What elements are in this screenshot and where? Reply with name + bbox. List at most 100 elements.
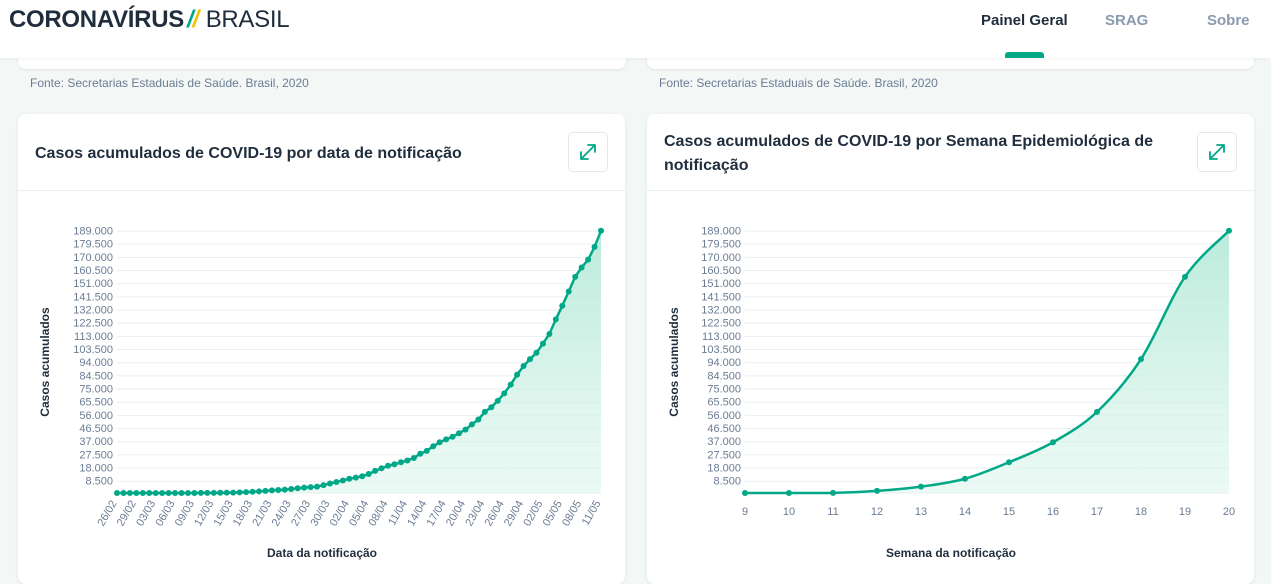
data-point[interactable] — [1182, 273, 1188, 280]
data-point[interactable] — [120, 489, 127, 496]
data-point[interactable] — [514, 371, 521, 378]
data-point[interactable] — [249, 488, 256, 495]
data-point[interactable] — [391, 461, 398, 468]
data-point[interactable] — [365, 470, 372, 477]
data-point[interactable] — [210, 489, 217, 496]
data-point[interactable] — [423, 447, 430, 454]
data-point[interactable] — [314, 483, 321, 490]
data-point[interactable] — [378, 465, 385, 472]
data-point[interactable] — [546, 330, 553, 337]
data-point[interactable] — [243, 489, 250, 496]
data-point[interactable] — [197, 489, 204, 496]
data-point[interactable] — [139, 489, 146, 496]
data-point[interactable] — [281, 486, 288, 493]
data-point[interactable] — [410, 454, 417, 461]
site-logo[interactable]: CORONAVÍRUS//BRASIL — [9, 6, 290, 34]
data-point[interactable] — [742, 489, 748, 496]
data-point[interactable] — [146, 489, 153, 496]
data-point[interactable] — [359, 473, 366, 480]
data-point[interactable] — [172, 489, 179, 496]
data-point[interactable] — [268, 487, 275, 494]
data-point[interactable] — [598, 227, 604, 234]
data-point[interactable] — [178, 489, 185, 496]
data-point[interactable] — [436, 439, 443, 446]
data-point[interactable] — [307, 484, 314, 491]
data-point[interactable] — [539, 340, 546, 347]
data-point[interactable] — [204, 489, 211, 496]
expand-button[interactable] — [568, 132, 608, 172]
data-point[interactable] — [223, 489, 230, 496]
data-point[interactable] — [397, 459, 404, 466]
data-point[interactable] — [165, 489, 172, 496]
data-point[interactable] — [520, 363, 527, 370]
data-point[interactable] — [385, 462, 392, 469]
data-point[interactable] — [1094, 408, 1100, 415]
data-point[interactable] — [552, 316, 559, 323]
data-point[interactable] — [430, 443, 437, 450]
data-point[interactable] — [1006, 459, 1012, 466]
logo-slash: / — [192, 6, 199, 33]
data-point[interactable] — [578, 264, 585, 271]
data-point[interactable] — [1050, 439, 1056, 446]
data-point[interactable] — [301, 484, 308, 491]
data-point[interactable] — [494, 397, 501, 404]
series-line — [117, 230, 603, 495]
data-point[interactable] — [417, 450, 424, 457]
data-point[interactable] — [333, 479, 340, 486]
data-point[interactable] — [501, 390, 508, 397]
data-point[interactable] — [236, 489, 243, 496]
data-point[interactable] — [456, 430, 463, 437]
data-point[interactable] — [462, 426, 469, 433]
data-point[interactable] — [346, 475, 353, 482]
data-point[interactable] — [152, 489, 159, 496]
data-point[interactable] — [874, 487, 880, 494]
data-point[interactable] — [275, 486, 282, 493]
data-point[interactable] — [352, 474, 359, 481]
data-point[interactable] — [585, 256, 592, 263]
data-point[interactable] — [488, 404, 495, 411]
data-point[interactable] — [449, 433, 456, 440]
expand-button[interactable] — [1197, 132, 1237, 172]
data-point[interactable] — [294, 485, 301, 492]
data-point[interactable] — [786, 489, 792, 496]
data-point[interactable] — [481, 408, 488, 415]
data-point[interactable] — [1138, 356, 1144, 363]
data-point[interactable] — [475, 416, 482, 423]
nav-painel-geral[interactable]: Painel Geral — [981, 12, 1068, 29]
data-point[interactable] — [565, 288, 572, 295]
chart-area: 8.500 18.000 27.500 37.000 46.500 56.000 65.50… — [18, 191, 625, 584]
data-point[interactable] — [572, 273, 579, 280]
data-point[interactable] — [591, 243, 598, 250]
data-point[interactable] — [288, 485, 295, 492]
nav-srag[interactable]: SRAG — [1105, 12, 1149, 29]
data-point[interactable] — [372, 467, 379, 474]
data-point[interactable] — [230, 489, 237, 496]
data-point[interactable] — [217, 489, 224, 496]
data-point[interactable] — [533, 349, 540, 356]
data-point[interactable] — [255, 488, 262, 495]
data-point[interactable] — [126, 489, 133, 496]
x-tick-label: 17 — [1091, 506, 1103, 518]
data-point[interactable] — [326, 480, 333, 487]
data-point[interactable] — [133, 489, 140, 496]
data-point[interactable] — [918, 483, 924, 490]
data-point[interactable] — [262, 487, 269, 494]
data-point[interactable] — [1226, 227, 1232, 234]
data-point[interactable] — [507, 381, 514, 388]
data-point[interactable] — [114, 489, 120, 496]
data-point[interactable] — [559, 302, 566, 309]
nav-sobre[interactable]: Sobre — [1207, 12, 1250, 29]
data-point[interactable] — [527, 356, 534, 363]
data-point[interactable] — [962, 475, 968, 482]
y-tick-label: 65.500 — [707, 397, 741, 409]
data-point[interactable] — [830, 489, 836, 496]
data-point[interactable] — [159, 489, 166, 496]
data-point[interactable] — [320, 482, 327, 489]
data-point[interactable] — [184, 489, 191, 496]
data-point[interactable] — [404, 457, 411, 464]
y-axis-label: Casos acumulados — [667, 307, 681, 417]
data-point[interactable] — [191, 489, 198, 496]
data-point[interactable] — [468, 421, 475, 428]
data-point[interactable] — [443, 436, 450, 443]
data-point[interactable] — [339, 477, 346, 484]
